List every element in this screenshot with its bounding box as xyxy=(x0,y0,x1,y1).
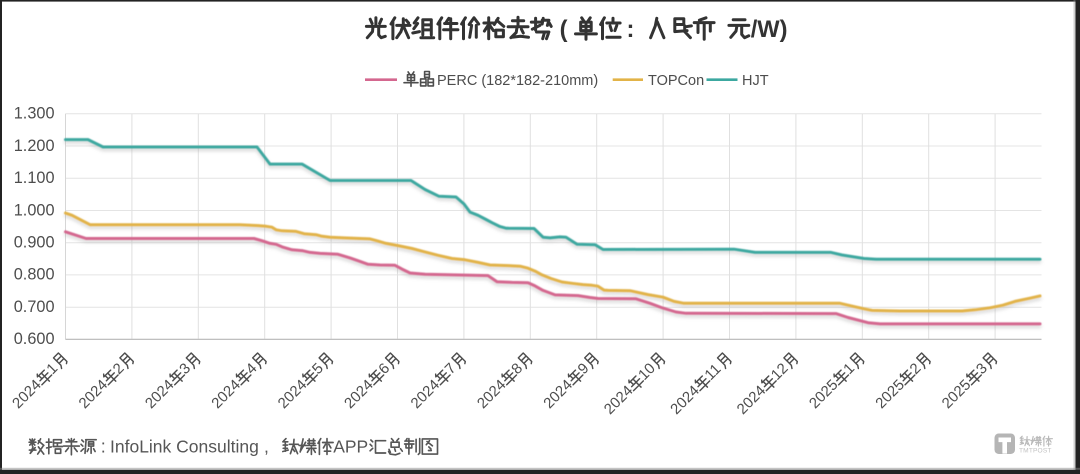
svg-text:0.800: 0.800 xyxy=(14,266,55,284)
svg-text:(: ( xyxy=(560,17,568,43)
svg-text:0.700: 0.700 xyxy=(14,298,55,316)
svg-text:,: , xyxy=(264,436,269,456)
svg-text::: : xyxy=(627,17,635,43)
svg-text:TOPCon: TOPCon xyxy=(648,73,704,89)
svg-text:1.300: 1.300 xyxy=(14,105,55,123)
svg-text:PERC (182*182-210mm): PERC (182*182-210mm) xyxy=(437,73,598,89)
svg-text:1.200: 1.200 xyxy=(14,137,55,155)
svg-text:APP: APP xyxy=(333,436,368,456)
svg-text:HJT: HJT xyxy=(742,73,769,89)
svg-text:1.100: 1.100 xyxy=(14,169,55,187)
svg-text:/W): /W) xyxy=(751,17,788,43)
svg-text:0.600: 0.600 xyxy=(14,330,55,348)
svg-text::: : xyxy=(101,436,106,456)
svg-text:TMTPOST: TMTPOST xyxy=(1019,448,1052,455)
svg-text:0.900: 0.900 xyxy=(14,233,55,251)
svg-text:InfoLink Consulting: InfoLink Consulting xyxy=(110,436,259,456)
svg-text:1.000: 1.000 xyxy=(14,201,55,219)
